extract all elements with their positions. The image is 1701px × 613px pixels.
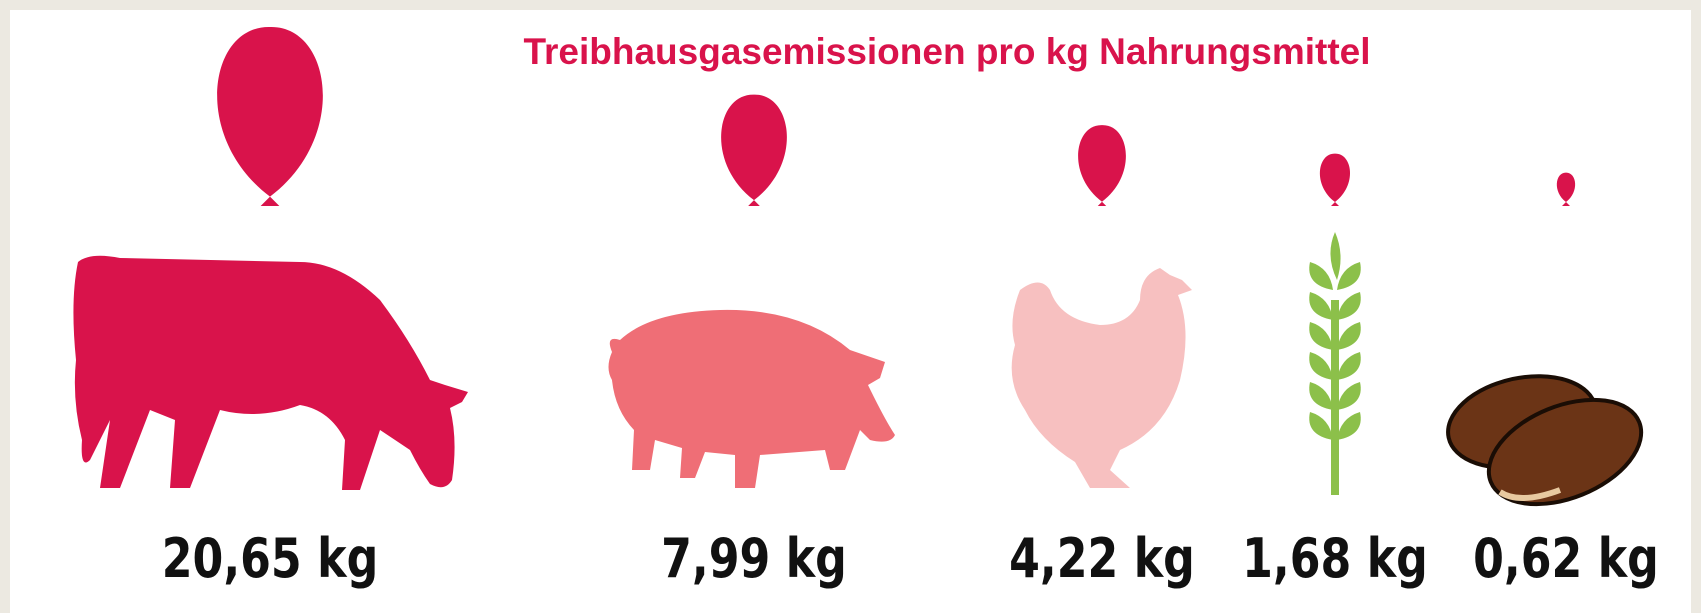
value-label: 0,62 kg <box>1473 526 1659 589</box>
value-label: 20,65 kg <box>162 526 379 589</box>
value-label: 4,22 kg <box>1009 526 1195 589</box>
infographic: Treibhausgasemissionen pro kg Nahrungsmi… <box>0 0 1701 613</box>
value-label: 7,99 kg <box>661 526 847 589</box>
value-label: 1,68 kg <box>1242 526 1428 589</box>
chart-title: Treibhausgasemissionen pro kg Nahrungsmi… <box>523 31 1370 72</box>
